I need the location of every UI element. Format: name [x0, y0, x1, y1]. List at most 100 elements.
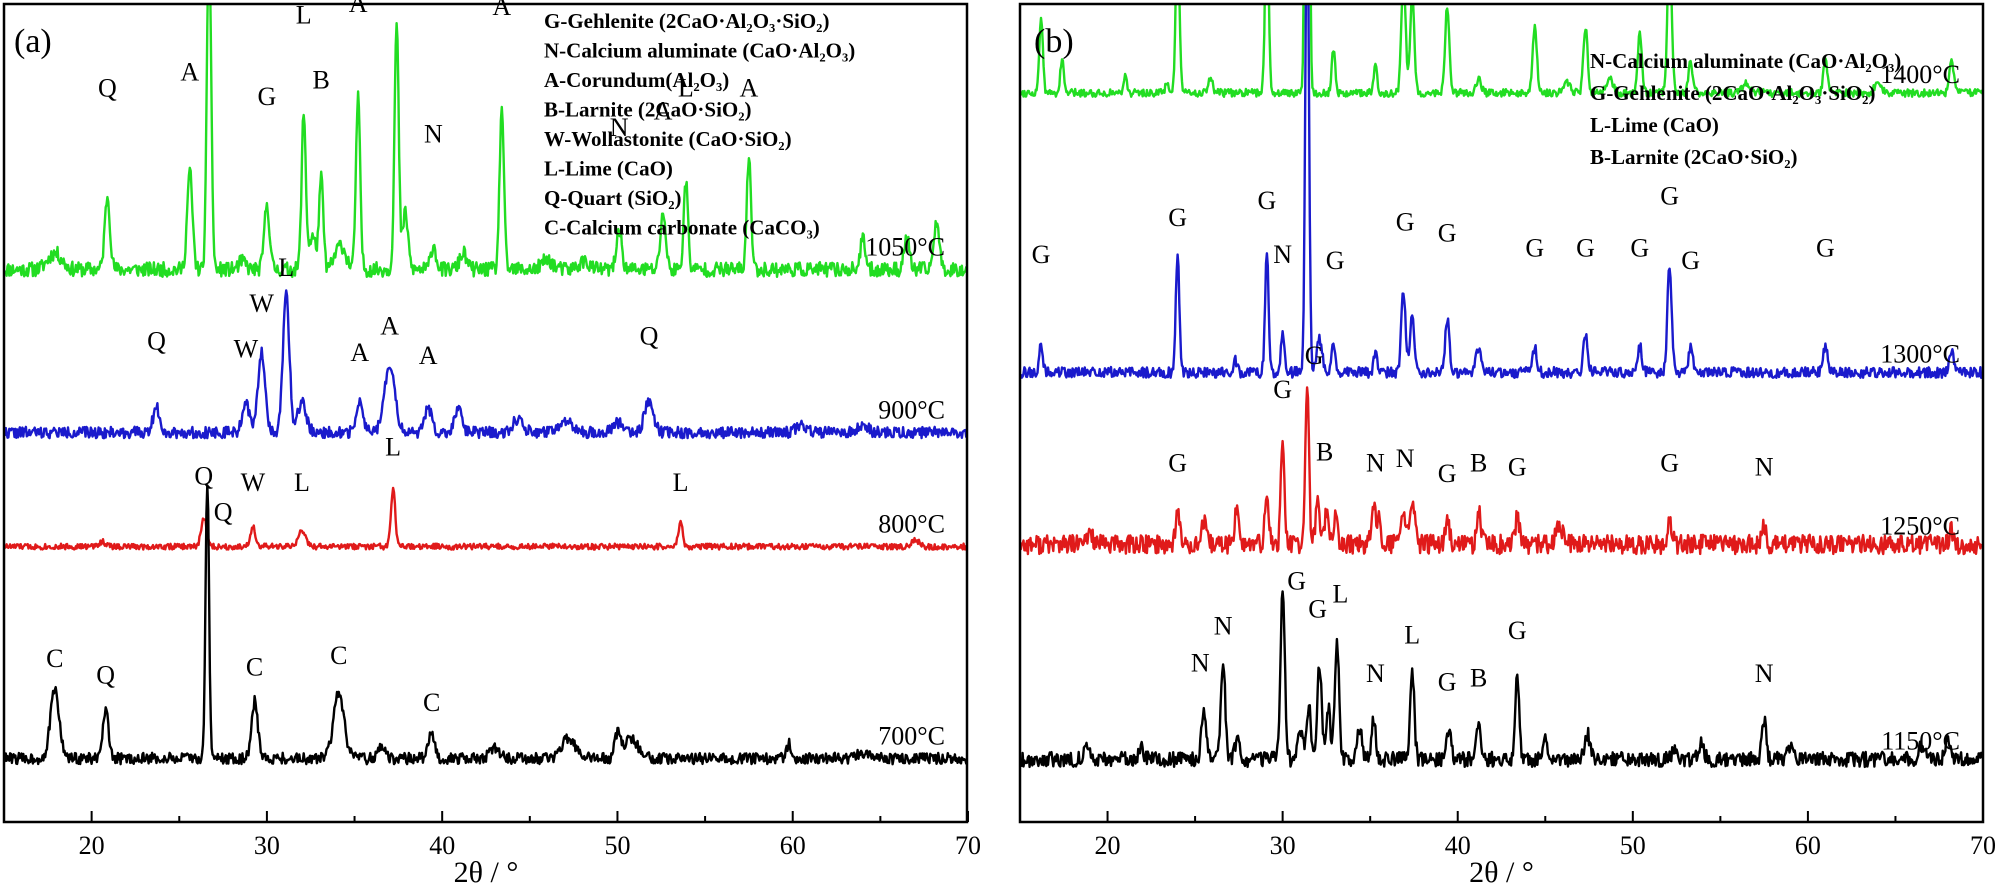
- x-tick-label: 50: [1620, 831, 1646, 860]
- peak-label: A: [349, 0, 368, 18]
- peak-label: W: [249, 289, 274, 318]
- legend-entry: L-Lime (CaO): [544, 157, 673, 181]
- peak-label: G: [1525, 233, 1544, 262]
- peak-label: Q: [147, 326, 166, 355]
- temperature-label: 1400°C: [1880, 60, 1960, 89]
- peak-label: G: [1273, 375, 1292, 404]
- legend-entry: W-Wollastonite (CaO·SiO₂): [544, 127, 792, 151]
- peak-label: A: [180, 57, 199, 86]
- peak-label: C: [330, 641, 347, 670]
- peak-label: G: [1258, 186, 1277, 215]
- x-tick-label: 30: [1270, 831, 1296, 860]
- peak-label: L: [278, 253, 294, 282]
- peak-label: B: [1470, 448, 1487, 477]
- peak-label: Q: [194, 462, 213, 491]
- peak-label: A: [419, 341, 438, 370]
- peak-label: Q: [640, 322, 659, 351]
- peak-label: W: [241, 468, 266, 497]
- peak-label: G: [1032, 240, 1051, 269]
- peak-label: N: [1273, 240, 1292, 269]
- peak-label: N: [424, 119, 443, 148]
- peak-label: N: [1755, 453, 1774, 482]
- x-tick-label: 20: [79, 831, 105, 860]
- trace-800C: [4, 486, 967, 551]
- panel-0: 1050°CQAQGLBALNANALA900°CQWWLAAAQ800°CQW…: [2, 0, 981, 889]
- peak-label: B: [1316, 438, 1333, 467]
- peak-label: G: [1168, 203, 1187, 232]
- peak-label: N: [1191, 648, 1210, 677]
- peak-label: G: [1438, 668, 1457, 697]
- x-tick-label: 20: [1095, 831, 1121, 860]
- legend-entry: G-Gehlenite (2CaO·Al₂O₃·SiO₂): [1590, 81, 1875, 105]
- peak-label: G: [1681, 246, 1700, 275]
- temperature-label: 1250°C: [1880, 511, 1960, 540]
- peak-label: Q: [96, 661, 115, 690]
- temperature-label: 900°C: [878, 396, 945, 425]
- x-axis-label: 2θ / °: [454, 856, 519, 889]
- x-tick-label: 30: [254, 831, 280, 860]
- trace-1300C: [1020, 4, 1983, 379]
- peak-label: G: [1168, 448, 1187, 477]
- x-tick-label: 60: [1795, 831, 1821, 860]
- peak-label: G: [1508, 616, 1527, 645]
- trace-1150C: [1020, 590, 1983, 769]
- temperature-label: 1150°C: [1881, 726, 1960, 755]
- trace-1050C: [4, 4, 967, 278]
- peak-label: A: [740, 74, 759, 103]
- peak-label: Q: [98, 74, 117, 103]
- peak-label: G: [1326, 246, 1345, 275]
- peak-label: L: [678, 74, 694, 103]
- peak-label: N: [610, 113, 629, 142]
- plot-frame: [1018, 2, 1985, 824]
- peak-label: G: [1396, 208, 1415, 237]
- peak-label: C: [423, 688, 440, 717]
- x-tick-label: 40: [1445, 831, 1471, 860]
- peak-label: G: [1438, 218, 1457, 247]
- legend-entry: A-Corundum(Al₂O₃): [544, 68, 729, 92]
- peak-label: L: [673, 468, 689, 497]
- legend-entry: Q-Quart (SiO₂): [544, 186, 682, 210]
- peak-label: L: [1332, 580, 1348, 609]
- legend-entry: B-Larnite (2CaO·SiO₂): [544, 98, 752, 122]
- trace-700C: [4, 484, 967, 766]
- peak-label: G: [1305, 341, 1324, 370]
- peak-label: G: [1630, 233, 1649, 262]
- peak-label: G: [1308, 595, 1327, 624]
- trace-1250C: [1020, 386, 1983, 556]
- peak-label: C: [46, 644, 63, 673]
- peak-label: G: [1508, 453, 1527, 482]
- peak-label: G: [258, 82, 277, 111]
- peak-label: A: [654, 97, 673, 126]
- peak-label: A: [492, 0, 511, 21]
- peak-label: G: [1660, 448, 1679, 477]
- x-tick-label: 70: [955, 831, 981, 860]
- peak-label: N: [1755, 659, 1774, 688]
- legend-entry: N-Calcium aluminate (CaO·Al₂O₃): [544, 39, 855, 63]
- legend-entry: N-Calcium aluminate (CaO·Al₂O₃): [1590, 49, 1901, 73]
- panel-label: (b): [1034, 23, 1074, 60]
- plot-frame: [2, 2, 969, 824]
- x-tick-label: 50: [605, 831, 631, 860]
- peak-label: Q: [214, 498, 233, 527]
- peak-label: W: [234, 335, 259, 364]
- peak-label: L: [385, 432, 401, 461]
- panel-1: 1400°CGGGGGGGGGGGG1300°CGGGNGGGGGGGGGG12…: [1018, 2, 1996, 889]
- peak-label: N: [1366, 659, 1385, 688]
- peak-label: A: [380, 312, 399, 341]
- panel-label: (a): [14, 23, 52, 60]
- x-tick-label: 60: [780, 831, 806, 860]
- peak-label: G: [1576, 233, 1595, 262]
- peak-label: A: [350, 338, 369, 367]
- legend-entry: B-Larnite (2CaO·SiO₂): [1590, 145, 1798, 169]
- peak-label: N: [1214, 612, 1233, 641]
- temperature-label: 1300°C: [1880, 339, 1960, 368]
- peak-label: G: [1287, 567, 1306, 596]
- peak-label: N: [1366, 448, 1385, 477]
- peak-label: L: [294, 468, 310, 497]
- peak-label: L: [1404, 620, 1420, 649]
- peak-label: C: [246, 652, 263, 681]
- temperature-label: 700°C: [878, 722, 945, 751]
- peak-label: G: [1660, 182, 1679, 211]
- x-tick-label: 70: [1970, 831, 1996, 860]
